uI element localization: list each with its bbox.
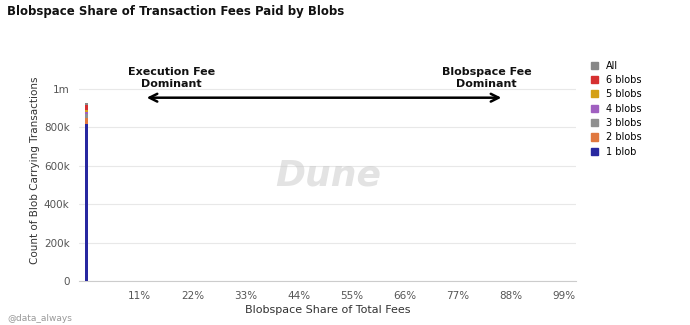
Text: Dune: Dune [275, 158, 381, 192]
Bar [85, 112, 88, 114]
Bar [85, 114, 88, 118]
Bar [85, 103, 88, 105]
Bar [85, 110, 88, 112]
X-axis label: Blobspace Share of Total Fees: Blobspace Share of Total Fees [245, 305, 411, 315]
Text: Blobspace Fee
Dominant: Blobspace Fee Dominant [442, 67, 531, 89]
Text: Blobspace Share of Transaction Fees Paid by Blobs: Blobspace Share of Transaction Fees Paid… [7, 5, 344, 18]
Bar [85, 118, 88, 124]
Text: @data_always: @data_always [7, 314, 72, 323]
Text: Execution Fee
Dominant: Execution Fee Dominant [128, 67, 215, 89]
Bar [85, 124, 88, 281]
Legend: All, 6 blobs, 5 blobs, 4 blobs, 3 blobs, 2 blobs, 1 blob: All, 6 blobs, 5 blobs, 4 blobs, 3 blobs,… [591, 60, 642, 157]
Bar [85, 105, 88, 110]
Y-axis label: Count of Blob Carrying Transactions: Count of Blob Carrying Transactions [30, 77, 40, 264]
